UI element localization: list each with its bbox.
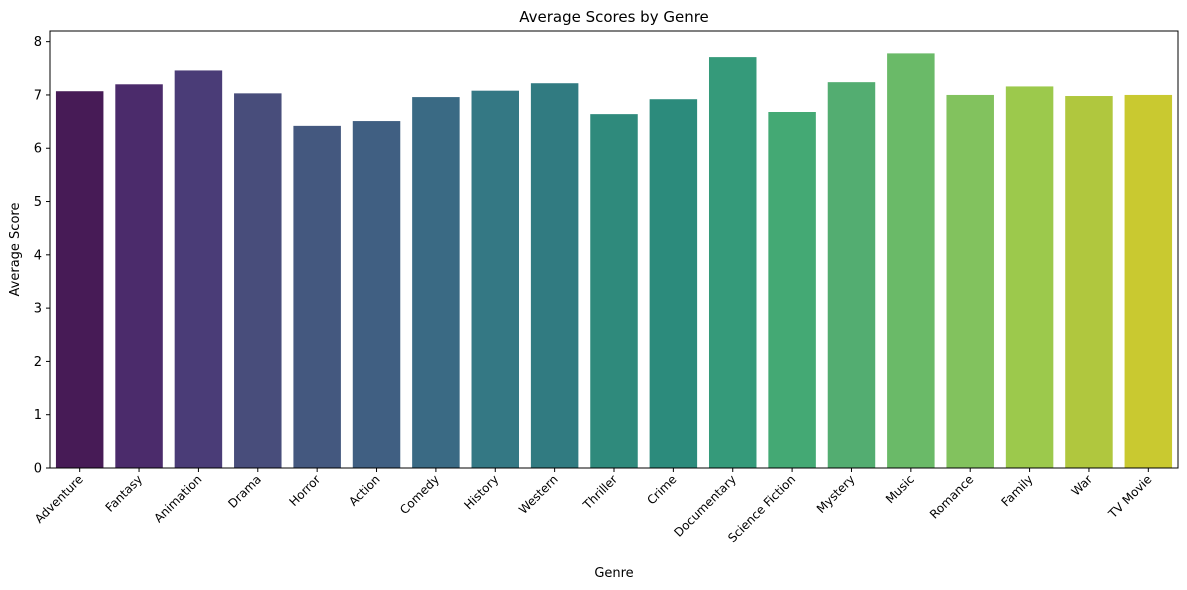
x-tick-label: Western [516, 472, 561, 517]
bar-fantasy [115, 84, 163, 468]
y-tick-label: 1 [34, 408, 42, 423]
chart-title: Average Scores by Genre [519, 8, 709, 26]
x-tick-label: Thriller [580, 472, 620, 512]
bar-thriller [590, 114, 638, 468]
x-tick-label: Documentary [671, 472, 739, 540]
bar-western [530, 83, 579, 468]
y-axis-ticks: 0 1 2 3 4 5 6 7 8 [34, 35, 50, 477]
x-tick-label: Horror [286, 472, 323, 509]
x-tick-label: Comedy [397, 472, 442, 517]
y-tick-label: 8 [34, 35, 42, 50]
x-tick-label: History [461, 472, 501, 512]
bar-music [887, 53, 935, 468]
y-tick-label: 3 [34, 302, 42, 317]
x-tick-label: Fantasy [103, 472, 146, 515]
y-tick-label: 5 [34, 195, 42, 210]
y-tick-label: 0 [34, 462, 42, 477]
bars-group [55, 53, 1173, 469]
x-tick-label: Animation [151, 472, 204, 525]
x-tick-label: TV Movie [1105, 472, 1154, 521]
bar-war [1065, 96, 1113, 468]
bar-romance [946, 94, 994, 468]
x-tick-label: Romance [927, 472, 976, 521]
plot-frame [49, 30, 1179, 469]
bar-comedy [412, 97, 460, 469]
y-axis-label: Average Score [8, 203, 23, 297]
bar-horror [293, 125, 341, 469]
bar-action [352, 121, 401, 468]
x-axis-label: Genre [594, 566, 633, 581]
y-tick-label: 4 [34, 248, 42, 263]
bar-animation [174, 70, 223, 468]
bar-crime [649, 99, 698, 469]
x-tick-label: Crime [644, 472, 679, 507]
bar-documentary [708, 57, 757, 469]
y-tick-label: 2 [34, 355, 42, 370]
bar-family [1005, 86, 1054, 469]
bar-history [471, 90, 520, 468]
x-tick-label: War [1069, 472, 1095, 498]
y-tick-label: 7 [34, 88, 42, 103]
bar-tv-movie [1124, 94, 1173, 468]
x-tick-label: Mystery [814, 472, 858, 516]
bar-adventure [55, 91, 104, 468]
bar-science-fiction [768, 112, 816, 468]
x-tick-label: Action [346, 472, 382, 508]
bar-mystery [827, 82, 876, 468]
x-tick-label: Family [998, 472, 1035, 509]
x-tick-label: Music [883, 472, 917, 506]
x-tick-label: Drama [225, 472, 264, 511]
x-axis-ticks: Adventure Fantasy Animation Drama Horror Acti… [32, 468, 1154, 545]
bar-drama [234, 93, 282, 468]
y-tick-label: 6 [34, 142, 42, 157]
x-tick-label: Adventure [32, 472, 86, 526]
